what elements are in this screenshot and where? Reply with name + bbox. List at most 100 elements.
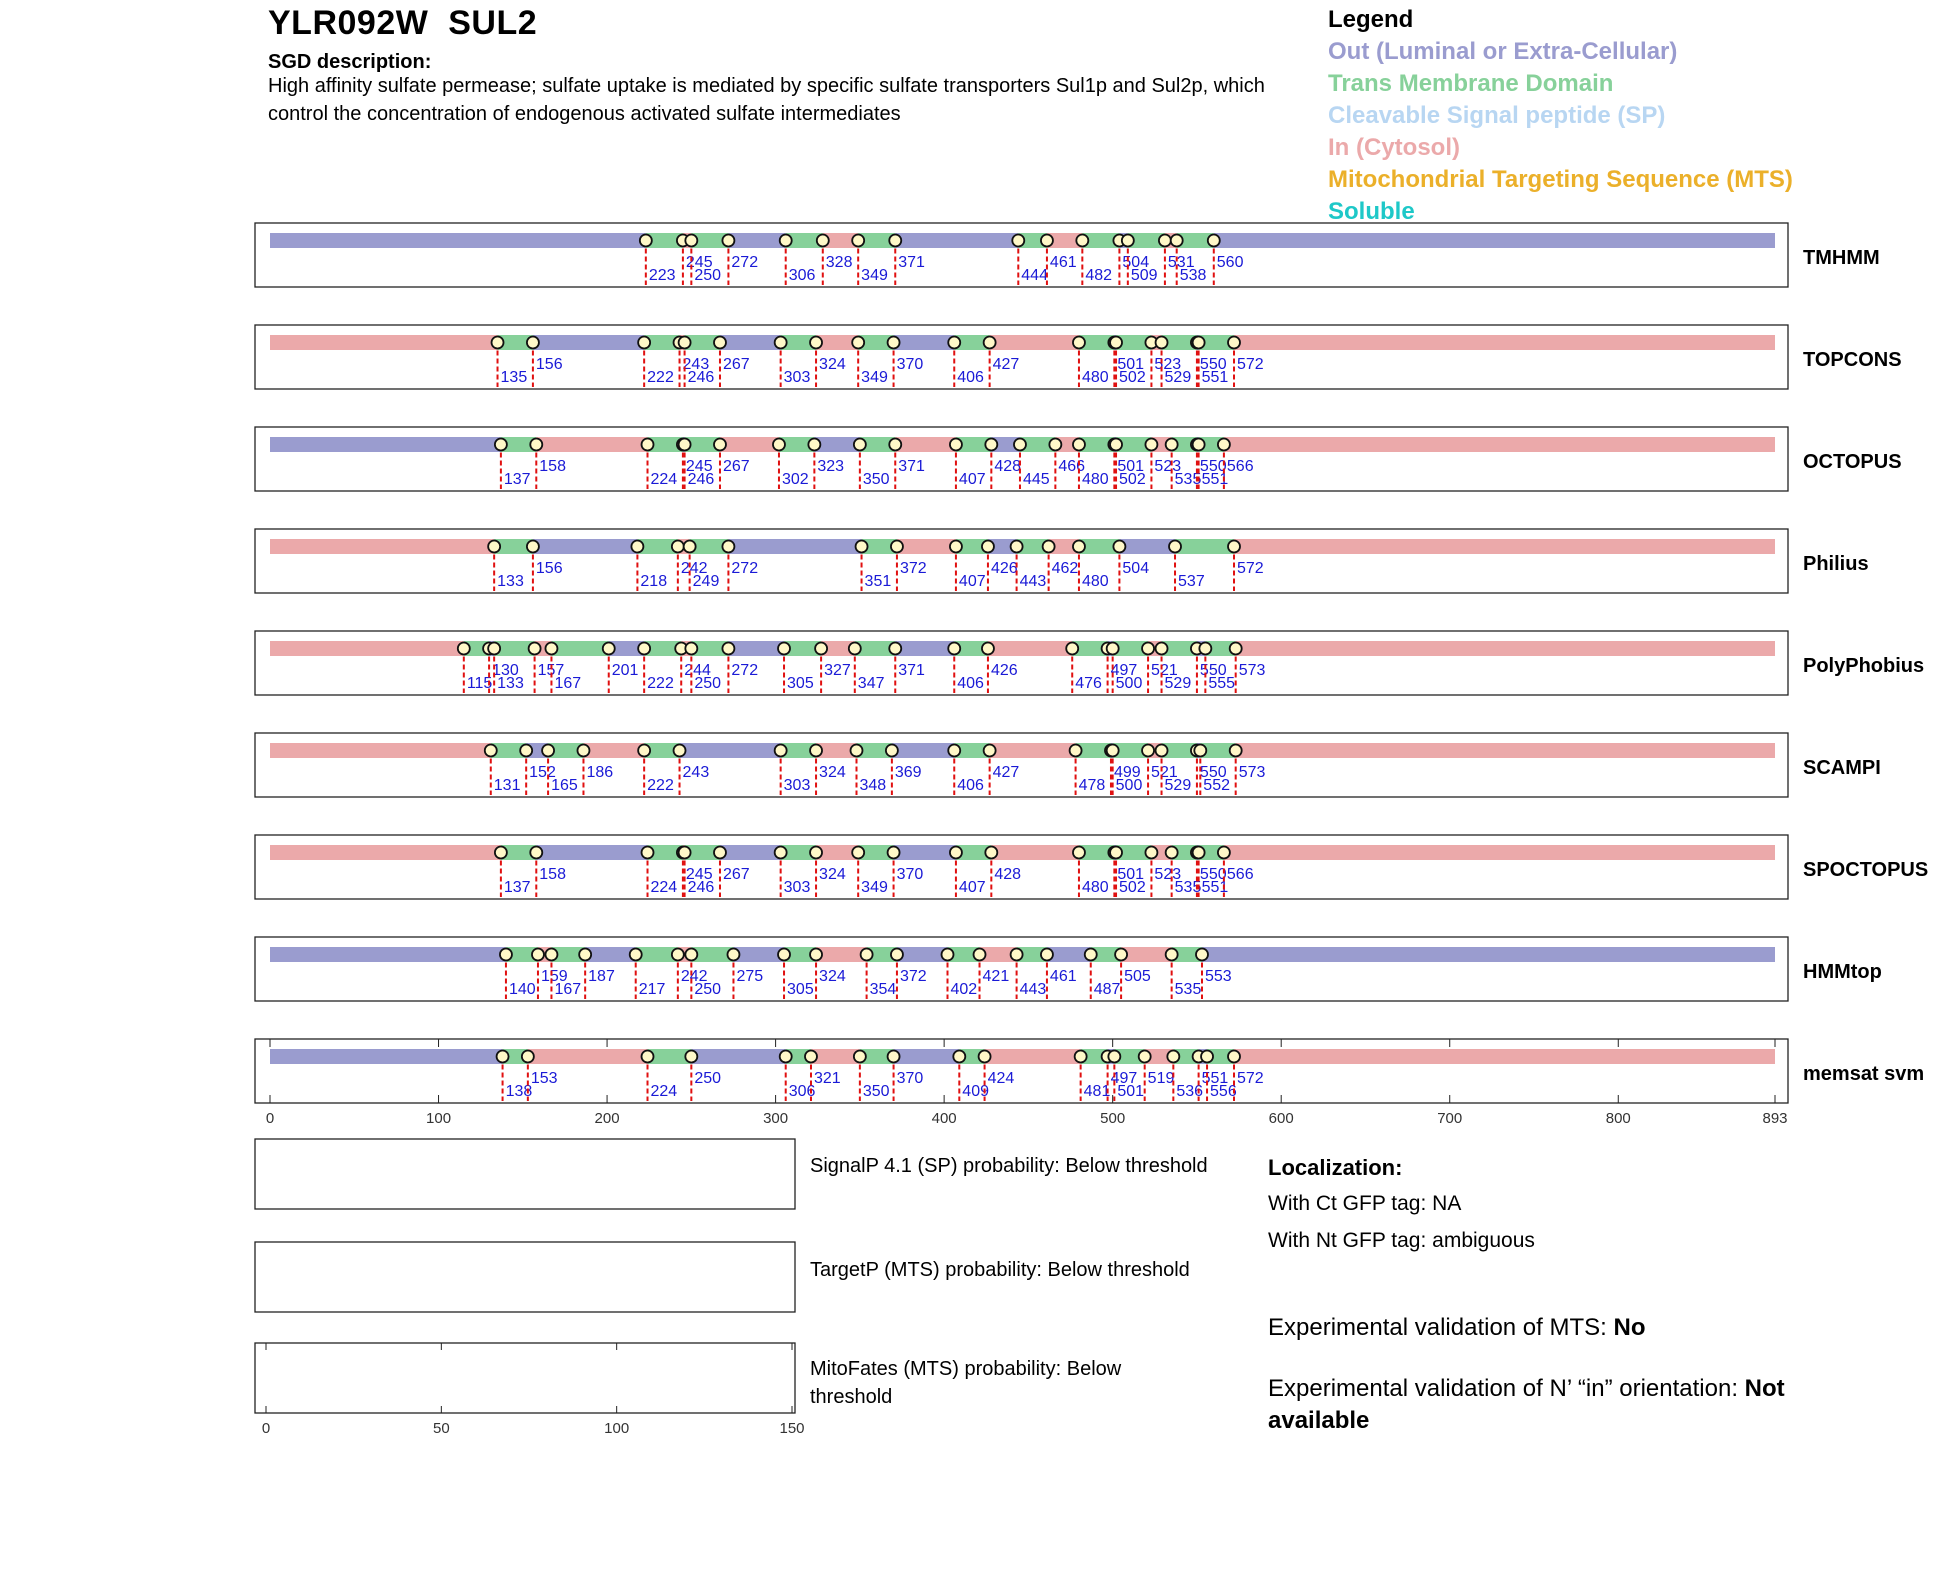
boundary-marker [1105, 743, 1120, 758]
tm-segment [1114, 1049, 1145, 1064]
boundary-label: 523 [1154, 458, 1181, 475]
out-segment [1201, 947, 1775, 962]
boundary-marker [1065, 641, 1080, 656]
boundary-label: 324 [819, 968, 846, 985]
boundary-label: 272 [731, 254, 758, 271]
tm-segment [858, 335, 894, 350]
boundary-label: 551 [1202, 1070, 1229, 1087]
in-segment [895, 437, 956, 452]
in-segment [896, 539, 956, 554]
boundary-marker [1137, 1049, 1152, 1064]
boundary-marker [684, 641, 699, 656]
boundary-marker [544, 947, 559, 962]
x-tick-label: 300 [763, 1110, 788, 1127]
tm-segment [866, 947, 897, 962]
boundary-marker [1011, 233, 1026, 248]
boundary-label: 347 [858, 675, 885, 692]
boundary-label: 501 [1117, 1083, 1144, 1100]
boundary-marker [1195, 947, 1209, 962]
boundary-label: 402 [951, 981, 978, 998]
in-segment [1234, 335, 1775, 350]
boundary-marker [601, 641, 616, 656]
boundary-label: 555 [1208, 675, 1235, 692]
mts-validation-label: Experimental validation of MTS: [1268, 1314, 1614, 1341]
in-segment [984, 1049, 1081, 1064]
tm-segment [505, 947, 538, 962]
boundary-label: 349 [861, 879, 888, 896]
boundary-marker [773, 743, 788, 758]
boundary-label: 407 [959, 573, 986, 590]
boundary-marker [890, 539, 904, 554]
tm-segment [955, 437, 992, 452]
out-segment [608, 641, 645, 656]
out-segment [270, 437, 501, 452]
boundary-label: 275 [736, 968, 763, 985]
boundary-label: 407 [959, 879, 986, 896]
tm-segment [854, 641, 896, 656]
boundary-marker [1227, 1049, 1241, 1064]
boundary-label: 348 [859, 777, 886, 794]
boundary-marker [984, 845, 999, 860]
tm-segment [780, 845, 817, 860]
boundary-label: 443 [1020, 573, 1047, 590]
signalp-label: SignalP 4.1 (SP) probability: Below thre… [810, 1155, 1208, 1177]
boundary-label: 243 [683, 764, 710, 781]
boundary-label: 428 [994, 458, 1021, 475]
boundary-marker [1009, 947, 1024, 962]
tm-segment [684, 845, 720, 860]
tm-segment [785, 1049, 811, 1064]
boundary-label: 445 [1023, 471, 1050, 488]
tm-segment [858, 233, 896, 248]
in-segment [1223, 437, 1775, 452]
boundary-label: 551 [1202, 471, 1229, 488]
boundary-label: 409 [962, 1083, 989, 1100]
tm-segment [497, 335, 533, 350]
boundary-label: 424 [988, 1070, 1015, 1087]
boundary-label: 497 [1111, 662, 1138, 679]
tm-segment [859, 437, 896, 452]
boundary-label: 243 [683, 356, 710, 373]
track-frame [254, 834, 1789, 900]
tm-segment [780, 743, 817, 758]
boundary-marker [487, 539, 502, 554]
boundary-label: 529 [1165, 777, 1192, 794]
tm-segment [689, 539, 729, 554]
boundary-label: 222 [647, 777, 674, 794]
track-name: TOPCONS [1803, 349, 1902, 371]
small-x-tick-label: 0 [262, 1420, 270, 1437]
mitofates-label: MitoFates (MTS) probability: Below thres… [810, 1358, 1122, 1408]
tm-segment [1198, 845, 1224, 860]
boundary-label: 305 [787, 981, 814, 998]
boundary-label: 482 [1085, 267, 1112, 284]
boundary-marker [677, 437, 692, 452]
tm-segment [647, 845, 683, 860]
boundary-marker [576, 743, 591, 758]
tm-segment [1173, 1049, 1199, 1064]
track-polyphobius: 1151301331571672012222442502723053273473… [254, 630, 1924, 696]
in-segment [270, 539, 495, 554]
boundary-label: 222 [647, 369, 674, 386]
boundary-label: 531 [1168, 254, 1195, 271]
boundary-label: 137 [504, 879, 531, 896]
tm-segment [858, 845, 894, 860]
tm-segment [1112, 743, 1149, 758]
boundary-label: 428 [994, 866, 1021, 883]
boundary-label: 501 [1117, 866, 1144, 883]
boundary-label: 157 [538, 662, 565, 679]
boundary-marker [949, 539, 963, 554]
probability-panel [254, 1342, 796, 1414]
boundary-label: 249 [693, 573, 720, 590]
tm-segment [1075, 743, 1111, 758]
boundary-marker [851, 845, 866, 860]
orientation-validation: Experimental validation of N’ “in” orien… [1268, 1373, 1868, 1437]
boundary-marker [1141, 743, 1155, 758]
gene-title: YLR092W SUL2 [268, 4, 538, 42]
in-segment [991, 845, 1079, 860]
tm-segment [645, 233, 683, 248]
tm-segment [1200, 743, 1236, 758]
boundary-marker [809, 743, 823, 758]
boundary-marker [456, 641, 471, 656]
tm-segment [647, 437, 683, 452]
boundary-label: 461 [1050, 254, 1077, 271]
